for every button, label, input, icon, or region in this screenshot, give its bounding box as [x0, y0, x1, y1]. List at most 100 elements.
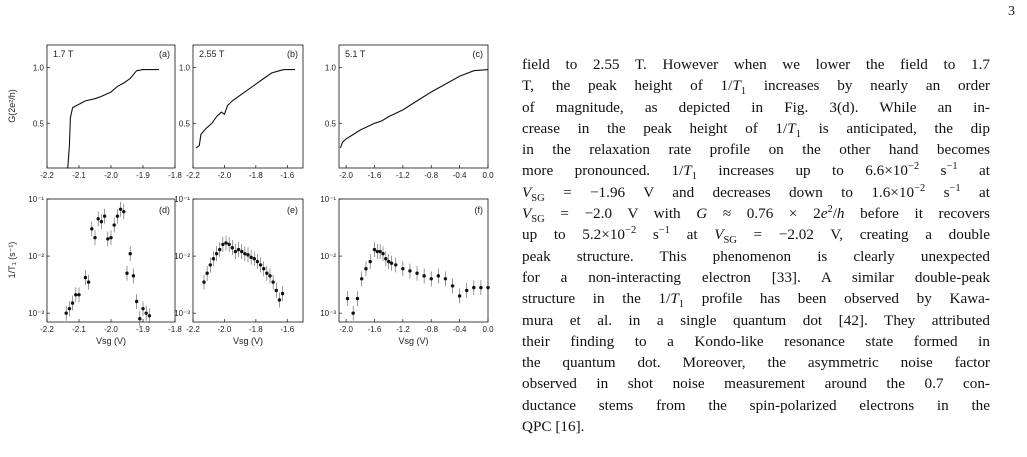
panel-tag: (f) [475, 205, 484, 215]
data-point [386, 259, 391, 264]
data-point [218, 247, 222, 252]
data-point [64, 311, 68, 315]
data-point [381, 252, 385, 256]
x-tick-label: -2.0 [104, 325, 118, 334]
x-tick-label: -2.2 [186, 325, 200, 334]
data-point [355, 296, 360, 301]
panel-frame [192, 198, 304, 323]
x-tick-label: -1.6 [280, 171, 294, 180]
data-point [112, 223, 116, 227]
x-tick-label: -2.0 [339, 325, 353, 334]
data-point [429, 277, 433, 281]
panel-a: -2.2 -2.1 -2.0 -1.9 -1.8 0.5 1.0 1.7 T (a) [33, 44, 182, 180]
x-tick-label: 0.0 [482, 171, 494, 180]
page-number: 3 [1008, 4, 1015, 19]
data-point [202, 280, 206, 284]
y-tick-label: 0.5 [179, 119, 191, 128]
y-tick-label: 10⁻² [320, 252, 336, 261]
data-point [394, 263, 398, 267]
data-point [93, 235, 97, 240]
data-point [141, 306, 145, 311]
x-tick-label: -1.9 [136, 171, 150, 180]
data-point [221, 242, 225, 247]
panel-frame [192, 44, 304, 169]
x-tick-label: -1.9 [136, 325, 150, 334]
data-point [131, 274, 136, 278]
y-axis-label-conductance: G(2e²/h) [7, 89, 17, 123]
field-label: 2.55 T [199, 49, 225, 59]
y-tick-label: 0.5 [33, 119, 45, 128]
text-line: up to 5.2×10−2 s−1 at VSG = −2.02 V, cre… [522, 225, 990, 247]
field-label: 1.7 T [53, 49, 74, 59]
data-point [372, 247, 377, 252]
data-point [77, 293, 81, 297]
y-tick-label: 10⁻³ [28, 309, 44, 318]
y-tick-label: 10⁻² [28, 252, 44, 261]
data-point [118, 207, 123, 212]
x-tick-label: -2.2 [40, 325, 54, 334]
data-point [268, 274, 272, 278]
data-point [134, 299, 139, 304]
text-line: field to 2.55 T. However when we lower t… [522, 56, 990, 73]
panel-frame [46, 198, 176, 323]
text-line: crease in the peak height of 1/T1 is ant… [522, 119, 990, 140]
data-point [99, 220, 104, 224]
data-point [255, 259, 260, 264]
data-point [74, 293, 78, 297]
figure-3: -2.2 -2.1 -2.0 -1.9 -1.8 0.5 1.0 1.7 T (a) -2.2 -2… [0, 0, 500, 457]
data-point [436, 274, 441, 278]
data-point [211, 256, 216, 261]
y-tick-label: 1.0 [325, 63, 337, 72]
x-tick-label: -2.0 [339, 171, 353, 180]
data-point [240, 249, 244, 254]
text-line: QPC [16]. [522, 418, 585, 436]
panel-c: -2.0 -1.6 -1.2 -0.8 -0.4 0.0 0.5 1.0 5.1 T (c) [325, 44, 494, 180]
data-point [258, 263, 263, 267]
text-line: structure in the 1/T1 profile has been o… [522, 290, 990, 311]
data-point [415, 271, 419, 275]
data-point [106, 237, 110, 241]
data-point [408, 269, 412, 273]
text-line: VSG = −2.0 V with G ≈ 0.76 × 2e2/h befor… [522, 204, 990, 226]
panel-b: -2.2 -2.0 -1.8 -1.6 0.5 1.0 2.55 T (b) [179, 44, 304, 180]
data-point [422, 274, 426, 278]
data-point [147, 314, 152, 318]
panel-tag: (a) [159, 49, 170, 59]
panel-d: -2.2 -2.1 -2.0 -1.9 -1.8 10⁻³ 10⁻² 10⁻¹ (d) Vsg (… [28, 195, 182, 346]
data-point [83, 275, 88, 280]
y-tick-label: 10⁻¹ [320, 195, 336, 204]
x-axis-label: Vsg (V) [96, 336, 126, 346]
x-tick-label: -1.6 [368, 171, 382, 180]
y-axis-label-relaxation-rate: 1/T₁ (s⁻¹) [7, 242, 17, 279]
panel-f: -2.0 -1.6 -1.2 -0.8 -0.4 0.0 10⁻³ 10⁻² 10⁻¹ (f) Vs… [320, 195, 494, 346]
x-tick-label: -1.6 [280, 325, 294, 334]
data-point [246, 253, 250, 257]
data-point [67, 306, 72, 311]
data-point [109, 235, 113, 240]
text-line: VSG = −1.96 V and decreases down to 1.6×… [522, 182, 990, 204]
data-point [401, 267, 405, 271]
data-point [277, 298, 282, 302]
x-tick-label: -1.2 [396, 171, 410, 180]
x-tick-label: -1.8 [249, 171, 263, 180]
x-axis-label: Vsg (V) [233, 336, 263, 346]
data-point [249, 255, 253, 260]
data-point [364, 267, 368, 271]
y-tick-label: 1.0 [33, 63, 45, 72]
data-point [378, 249, 382, 254]
data-point [274, 288, 278, 293]
data-point [262, 267, 266, 271]
y-tick-label: 10⁻³ [320, 309, 336, 318]
data-point [90, 227, 94, 231]
data-point [115, 214, 120, 218]
x-tick-label: -1.8 [168, 171, 182, 180]
text-line: observed in shot noise measurement aroun… [522, 375, 990, 393]
data-point [457, 294, 462, 298]
x-tick-label: -2.0 [218, 171, 232, 180]
data-point [70, 301, 75, 305]
panel-tag: (e) [287, 205, 298, 215]
panel-frame [46, 44, 176, 169]
y-tick-label: 0.5 [325, 119, 337, 128]
data-point [345, 296, 350, 301]
text-line: more pronounced. 1/T1 increases up to 6.… [522, 161, 990, 183]
